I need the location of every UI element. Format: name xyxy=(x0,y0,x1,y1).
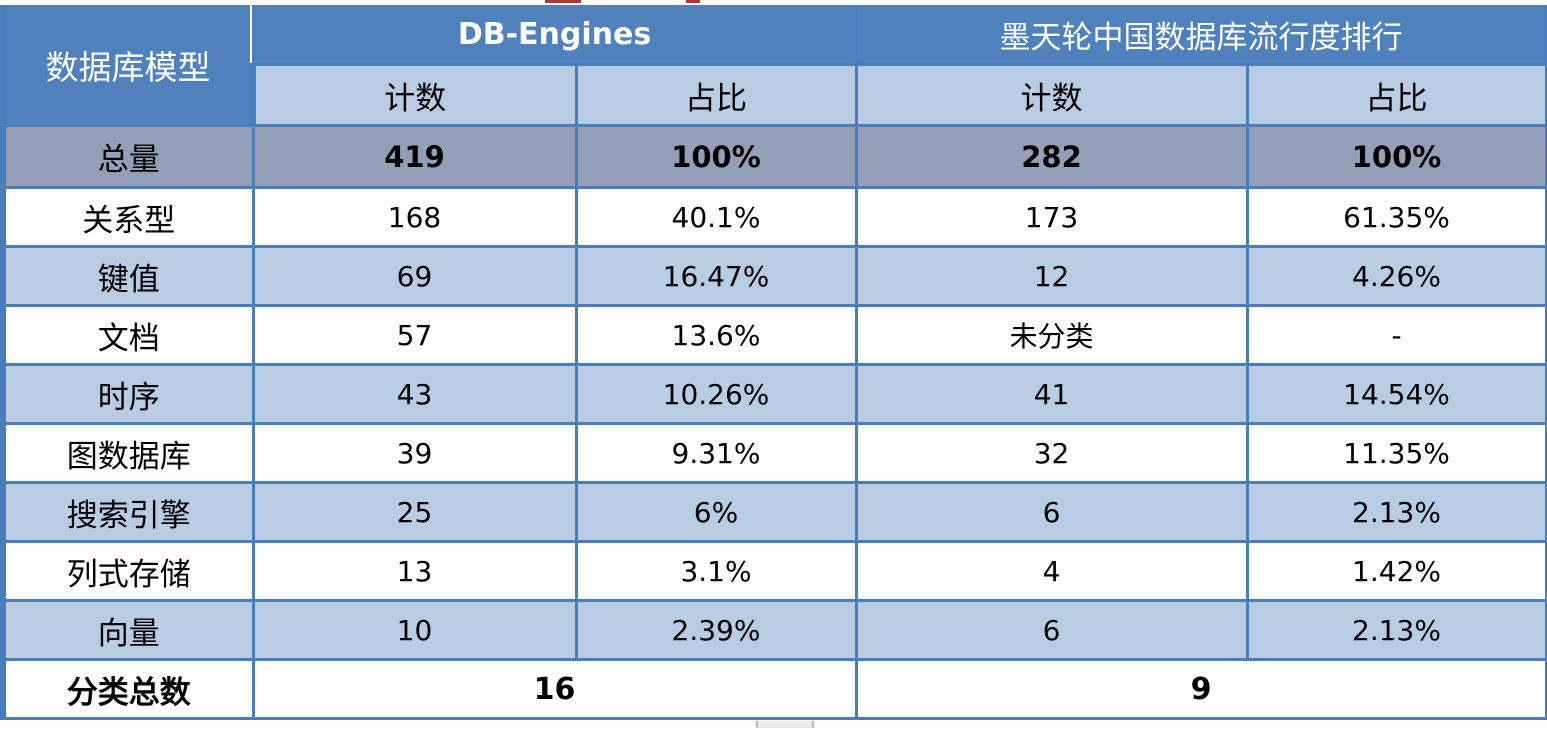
table-row-category-total: 分类总数 16 9 xyxy=(0,658,1547,720)
percent-cell: 16.47% xyxy=(574,245,858,307)
count-cell: 10 xyxy=(251,599,578,661)
percent-cell: 13.6% xyxy=(574,304,858,366)
row-label: 列式存储 xyxy=(0,540,255,602)
table-row-total: 总量 419 100% 282 100% xyxy=(0,124,1547,189)
percent-cell: 61.35% xyxy=(1245,186,1547,248)
percent-cell: 100% xyxy=(1245,124,1547,189)
percent-cell: 2.13% xyxy=(1245,599,1547,661)
count-cell: 32 xyxy=(854,422,1249,484)
bottom-margin-strip xyxy=(0,720,1547,730)
count-cell: 13 xyxy=(251,540,578,602)
group-header-modb: 墨天轮中国数据库流行度排行 xyxy=(854,5,1547,66)
percent-cell: 11.35% xyxy=(1245,422,1547,484)
top-margin-strip xyxy=(0,0,1547,5)
percent-cell: 4.26% xyxy=(1245,245,1547,307)
table-row-relational: 关系型 168 40.1% 173 61.35% xyxy=(0,186,1547,248)
percent-cell: 10.26% xyxy=(574,363,858,425)
count-cell: 173 xyxy=(854,186,1249,248)
row-label: 分类总数 xyxy=(0,658,255,720)
table-row-key-value: 键值 69 16.47% 12 4.26% xyxy=(0,245,1547,307)
count-cell: 25 xyxy=(251,481,578,543)
table-row-columnar: 列式存储 13 3.1% 4 1.42% xyxy=(0,540,1547,602)
count-cell: 6 xyxy=(854,481,1249,543)
row-label: 图数据库 xyxy=(0,422,255,484)
percent-cell: - xyxy=(1245,304,1547,366)
percent-cell: 6% xyxy=(574,481,858,543)
table-row-vector: 向量 10 2.39% 6 2.13% xyxy=(0,599,1547,661)
percent-cell: 9.31% xyxy=(574,422,858,484)
subheader-share-db: 占比 xyxy=(574,63,858,127)
database-model-comparison-table: 数据库模型 DB-Engines 墨天轮中国数据库流行度排行 计数 占比 计数 … xyxy=(0,5,1547,720)
percent-cell: 100% xyxy=(574,124,858,189)
cropped-red-text-artifact xyxy=(545,0,581,3)
table-row-time-series: 时序 43 10.26% 41 14.54% xyxy=(0,363,1547,425)
count-cell: 168 xyxy=(251,186,578,248)
count-cell: 419 xyxy=(251,124,578,189)
count-cell: 12 xyxy=(854,245,1249,307)
group-header-row: 数据库模型 DB-Engines 墨天轮中国数据库流行度排行 xyxy=(0,5,1547,127)
subheader-count-modb: 计数 xyxy=(854,63,1249,127)
row-label: 总量 xyxy=(0,124,255,189)
count-cell: 282 xyxy=(854,124,1249,189)
count-cell: 57 xyxy=(251,304,578,366)
row-label: 向量 xyxy=(0,599,255,661)
percent-cell: 2.39% xyxy=(574,599,858,661)
percent-cell: 2.13% xyxy=(1245,481,1547,543)
row-label: 文档 xyxy=(0,304,255,366)
table-row-search-engine: 搜索引擎 25 6% 6 2.13% xyxy=(0,481,1547,543)
table-row-graph: 图数据库 39 9.31% 32 11.35% xyxy=(0,422,1547,484)
row-label: 键值 xyxy=(0,245,255,307)
percent-cell: 40.1% xyxy=(574,186,858,248)
percent-cell: 1.42% xyxy=(1245,540,1547,602)
horizontal-scrollbar-fragment[interactable] xyxy=(756,721,814,728)
count-cell: 4 xyxy=(854,540,1249,602)
category-total-modb: 9 xyxy=(854,658,1547,720)
count-cell: 43 xyxy=(251,363,578,425)
category-total-db-engines: 16 xyxy=(251,658,858,720)
count-cell: 6 xyxy=(854,599,1249,661)
subheader-share-modb: 占比 xyxy=(1245,63,1547,127)
cropped-red-text-artifact xyxy=(686,0,700,3)
count-cell: 41 xyxy=(854,363,1249,425)
row-label: 关系型 xyxy=(0,186,255,248)
group-header-db-engines: DB-Engines xyxy=(251,5,858,66)
corner-header-database-model: 数据库模型 xyxy=(0,5,255,127)
count-cell: 39 xyxy=(251,422,578,484)
row-label: 搜索引擎 xyxy=(0,481,255,543)
sub-header-row: 计数 占比 计数 占比 xyxy=(3,63,1547,127)
percent-cell: 3.1% xyxy=(574,540,858,602)
count-cell: 69 xyxy=(251,245,578,307)
table-row-document: 文档 57 13.6% 未分类 - xyxy=(0,304,1547,366)
percent-cell: 14.54% xyxy=(1245,363,1547,425)
subheader-count-db: 计数 xyxy=(250,63,578,127)
count-cell: 未分类 xyxy=(854,304,1249,366)
row-label: 时序 xyxy=(0,363,255,425)
